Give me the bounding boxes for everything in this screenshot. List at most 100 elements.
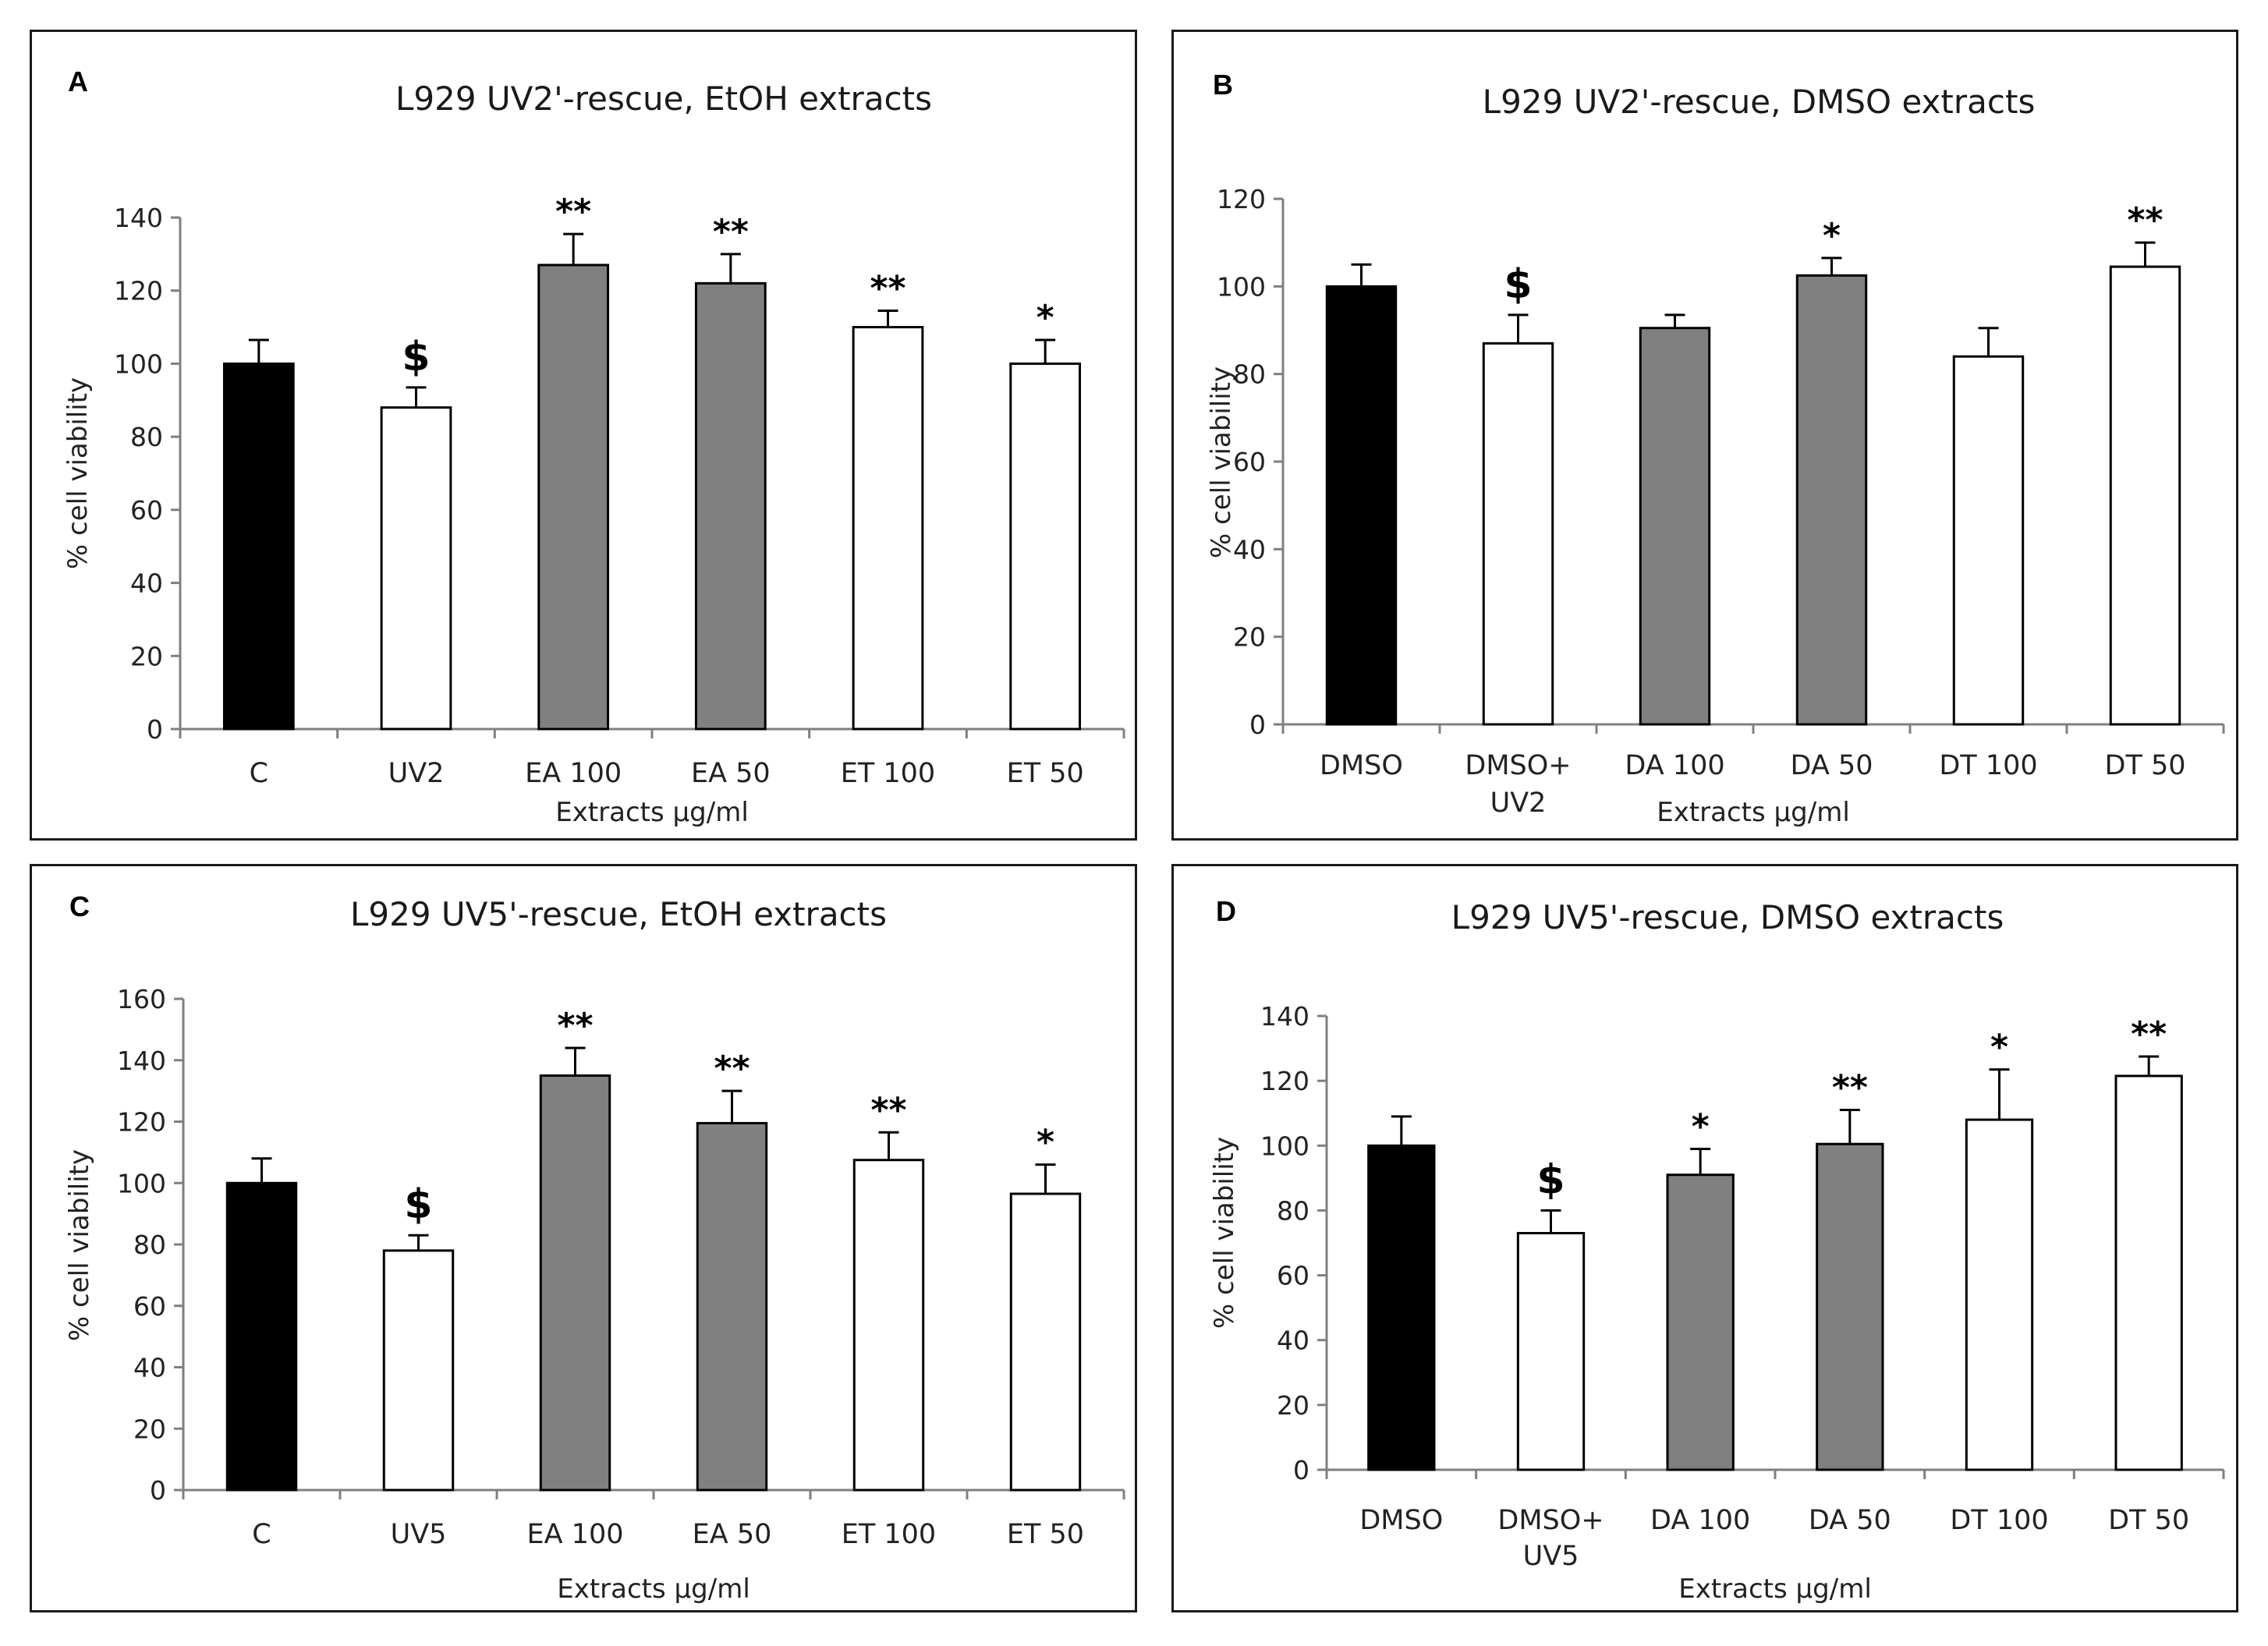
significance-marker: ** xyxy=(2131,1014,2167,1054)
significance-marker: ** xyxy=(870,268,905,308)
x-tick-label: EA 50 xyxy=(693,1519,772,1550)
bar xyxy=(1516,1232,1586,1471)
bar xyxy=(852,1159,925,1492)
chart-title: L929 UV5'-rescue, EtOH extracts xyxy=(350,895,887,933)
y-tick-label: 100 xyxy=(117,1168,166,1198)
bar xyxy=(694,281,767,731)
significance-marker: * xyxy=(1037,298,1054,338)
bar xyxy=(222,362,295,731)
chart-b-svg: B L929 UV2'-rescue, DMSO extracts 0 20 40 60 8… xyxy=(1206,69,2225,828)
bar xyxy=(1795,274,1868,726)
bar xyxy=(1009,1192,1082,1492)
bar xyxy=(1952,355,2025,726)
y-axis-title: % cell viability xyxy=(1209,1137,1240,1329)
x-tick-label: EA 50 xyxy=(691,758,771,789)
y-tick-label: 0 xyxy=(147,714,163,745)
bar xyxy=(225,1181,298,1492)
bar xyxy=(1325,285,1398,726)
y-tick-label: 20 xyxy=(1277,1390,1309,1421)
chart-d-svg: D L929 UV5'-rescue, DMSO extracts 0 20 40 60 8… xyxy=(1209,895,2225,1605)
x-axis-title: Extracts µg/ml xyxy=(1678,1573,1872,1605)
y-tick-label: 0 xyxy=(1249,710,1266,740)
x-tick-label: DMSO+ xyxy=(1465,750,1571,781)
x-tick-label: UV2 xyxy=(1490,788,1547,819)
x-tick-label: DA 50 xyxy=(1791,750,1873,781)
x-tick-label: DA 100 xyxy=(1650,1505,1750,1536)
y-axis-title: % cell viability xyxy=(64,1149,95,1341)
significance-marker: ** xyxy=(714,1049,750,1088)
significance-marker: ** xyxy=(870,1090,906,1130)
chart-title: L929 UV2'-rescue, DMSO extracts xyxy=(1483,83,2036,121)
panel-label: B xyxy=(1213,69,1233,101)
chart-panel-b: B L929 UV2'-rescue, DMSO extracts 0 20 40 60 8… xyxy=(1171,30,2238,841)
bar xyxy=(539,1074,611,1492)
significance-marker: * xyxy=(1990,1028,2008,1067)
bar xyxy=(1639,327,1711,726)
y-tick-label: 20 xyxy=(1233,622,1266,653)
y-tick-label: 140 xyxy=(117,1046,166,1076)
chart-a-svg: A L929 UV2'-rescue, EtOH extracts 0 20 40 60 8… xyxy=(62,65,1125,828)
bar xyxy=(2109,265,2181,726)
bar xyxy=(1367,1144,1436,1471)
y-tick-label: 60 xyxy=(1277,1261,1309,1291)
x-tick-label: DMSO+ xyxy=(1497,1505,1604,1536)
y-tick-label: 120 xyxy=(114,276,163,306)
chart-c-svg: C L929 UV5'-rescue, EtOH extracts 0 20 40 60 8… xyxy=(64,890,1125,1605)
significance-marker: * xyxy=(1823,216,1841,256)
chart-panel-a: A L929 UV2'-rescue, EtOH extracts 0 20 40 60 8… xyxy=(30,30,1137,841)
bar xyxy=(382,1249,455,1492)
x-tick-label: C xyxy=(252,1519,271,1550)
bar xyxy=(852,326,924,731)
x-tick-label: DA 50 xyxy=(1809,1505,1891,1536)
x-tick-label: UV5 xyxy=(391,1519,447,1550)
x-tick-label: DA 100 xyxy=(1625,750,1724,781)
y-tick-label: 120 xyxy=(1260,1066,1309,1096)
y-tick-label: 100 xyxy=(114,349,163,379)
y-axis-title: % cell viability xyxy=(62,377,94,569)
y-tick-label: 40 xyxy=(130,568,163,599)
chart-title: L929 UV2'-rescue, EtOH extracts xyxy=(395,80,932,118)
bar xyxy=(696,1121,768,1492)
x-tick-label: EA 100 xyxy=(525,758,622,789)
x-axis-title: Extracts µg/ml xyxy=(557,1573,750,1605)
x-axis-title: Extracts µg/ml xyxy=(1657,797,1850,828)
bar xyxy=(537,264,610,731)
x-tick-label: ET 50 xyxy=(1007,758,1084,789)
x-tick-label: DT 100 xyxy=(1950,1505,2048,1536)
bar xyxy=(1965,1118,2034,1471)
y-tick-label: 60 xyxy=(133,1291,166,1322)
panel-label: C xyxy=(69,890,90,922)
y-axis-title: % cell viability xyxy=(1206,366,1237,558)
x-axis-title: Extracts µg/ml xyxy=(555,797,749,828)
significance-marker: * xyxy=(1692,1106,1710,1146)
significance-marker: ** xyxy=(713,212,749,252)
x-tick-label: ET 100 xyxy=(842,1519,936,1550)
significance-marker: $ xyxy=(1504,261,1532,308)
x-tick-label: C xyxy=(250,758,268,789)
y-tick-label: 80 xyxy=(1277,1195,1309,1226)
y-tick-label: 60 xyxy=(1233,447,1266,477)
y-tick-label: 140 xyxy=(114,203,163,233)
y-tick-label: 20 xyxy=(133,1414,166,1444)
significance-marker: ** xyxy=(555,192,591,232)
y-tick-label: 160 xyxy=(117,984,166,1014)
significance-marker: ** xyxy=(2127,200,2163,240)
bar xyxy=(1816,1142,1884,1471)
y-tick-label: 40 xyxy=(1277,1326,1309,1356)
y-tick-label: 0 xyxy=(150,1475,166,1506)
y-tick-label: 120 xyxy=(1217,184,1266,214)
significance-marker: ** xyxy=(557,1006,593,1046)
significance-marker: $ xyxy=(1536,1156,1565,1203)
bar xyxy=(1482,342,1554,726)
significance-marker: $ xyxy=(402,334,430,381)
y-tick-label: 140 xyxy=(1260,1001,1309,1032)
panel-label: D xyxy=(1216,895,1236,927)
x-tick-label: DMSO xyxy=(1320,750,1403,781)
x-tick-label: UV2 xyxy=(388,758,445,789)
x-tick-label: ET 100 xyxy=(841,758,935,789)
x-tick-label: DT 50 xyxy=(2108,1505,2189,1536)
panel-label: A xyxy=(68,65,88,97)
y-tick-label: 80 xyxy=(133,1230,166,1260)
y-tick-label: 20 xyxy=(130,641,163,671)
x-tick-label: UV5 xyxy=(1523,1541,1579,1572)
